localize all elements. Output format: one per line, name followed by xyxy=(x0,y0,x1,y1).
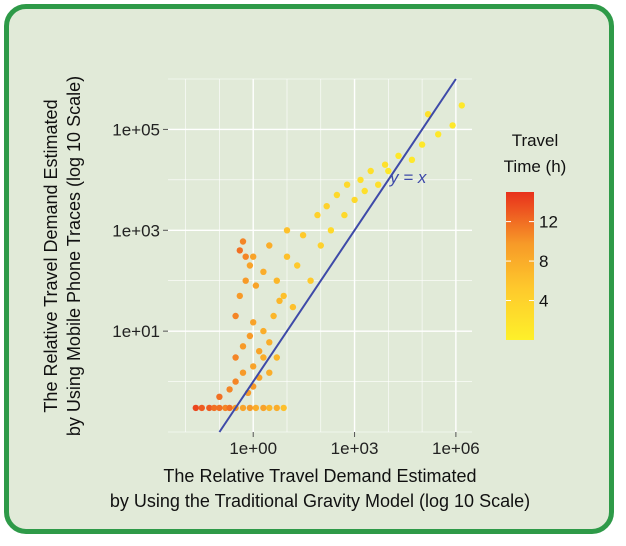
data-point xyxy=(232,378,239,385)
x-axis-title-line1: The Relative Travel Demand Estimated xyxy=(163,466,476,486)
data-point xyxy=(236,247,243,254)
data-point xyxy=(266,369,273,376)
data-point xyxy=(449,122,456,129)
legend-title-line1: Travel xyxy=(512,131,559,150)
data-point xyxy=(341,211,348,219)
data-point xyxy=(273,354,280,361)
data-point xyxy=(246,404,254,412)
y-tick-label: 1e+03 xyxy=(112,221,160,240)
legend-ticks: 4 8 12 xyxy=(506,213,558,311)
x-axis-ticks: 1e+00 1e+03 1e+06 xyxy=(229,432,480,458)
data-point xyxy=(299,232,307,239)
data-point xyxy=(260,268,267,275)
data-point xyxy=(323,203,330,210)
data-point xyxy=(458,102,465,109)
data-point xyxy=(246,332,254,340)
data-point xyxy=(216,404,223,412)
data-point xyxy=(343,181,351,188)
data-point xyxy=(260,354,267,361)
data-point xyxy=(381,161,389,168)
y-axis-title-line2: by Using Mobile Phone Traces (log 10 Sca… xyxy=(64,76,84,436)
data-point xyxy=(307,277,314,284)
legend-tick-label: 4 xyxy=(539,292,548,311)
data-point xyxy=(226,404,233,412)
data-point xyxy=(266,242,273,249)
data-point xyxy=(367,167,374,175)
data-point xyxy=(239,343,247,350)
data-point xyxy=(252,404,260,412)
data-point xyxy=(327,227,335,234)
data-point xyxy=(256,348,263,355)
color-legend: Travel Time (h) 4 8 12 xyxy=(504,131,567,340)
legend-tick-label: 12 xyxy=(539,213,558,232)
data-point xyxy=(266,404,273,412)
plot-area xyxy=(168,79,472,432)
data-point xyxy=(283,253,291,260)
data-point xyxy=(333,191,341,199)
data-point xyxy=(239,369,247,376)
data-points xyxy=(192,102,465,412)
data-point xyxy=(242,277,249,284)
data-point xyxy=(239,404,247,412)
x-tick-label: 1e+00 xyxy=(229,439,277,458)
data-point xyxy=(276,297,283,304)
data-point xyxy=(273,404,280,412)
legend-title-line2: Time (h) xyxy=(504,157,567,176)
y-tick-label: 1e+05 xyxy=(112,120,160,139)
legend-tick-label: 8 xyxy=(539,252,548,271)
y-tick-label: 1e+01 xyxy=(112,322,160,341)
data-point xyxy=(266,339,273,346)
data-point xyxy=(357,176,364,184)
data-point xyxy=(361,187,368,195)
y-axis-title-line1: The Relative Travel Demand Estimated xyxy=(41,99,61,412)
data-point xyxy=(250,253,257,260)
data-point xyxy=(206,404,213,412)
data-point xyxy=(273,277,280,284)
data-point xyxy=(283,227,291,234)
data-point xyxy=(418,141,426,148)
data-point xyxy=(395,152,402,159)
data-point xyxy=(289,303,297,311)
data-point xyxy=(232,354,239,361)
data-point xyxy=(192,404,199,412)
data-point xyxy=(351,196,358,204)
reference-line-label: y = x xyxy=(389,168,427,187)
y-axis-ticks: 1e+01 1e+03 1e+05 xyxy=(112,120,168,341)
data-point xyxy=(239,238,247,245)
data-point xyxy=(252,282,260,289)
reference-line-y-equals-x xyxy=(218,78,457,433)
data-point xyxy=(424,111,432,118)
legend-colorbar xyxy=(506,192,534,340)
data-point xyxy=(280,404,287,412)
data-point xyxy=(242,253,249,260)
data-point xyxy=(232,312,239,320)
data-point xyxy=(280,292,287,300)
x-axis-title-line2: by Using the Traditional Gravity Model (… xyxy=(110,491,530,511)
data-point xyxy=(408,156,416,163)
data-point xyxy=(375,181,382,188)
data-point xyxy=(211,404,218,412)
data-point xyxy=(198,404,205,412)
data-point xyxy=(314,211,321,219)
data-point xyxy=(435,131,442,138)
x-tick-label: 1e+06 xyxy=(432,439,480,458)
data-point xyxy=(250,363,257,370)
data-point xyxy=(226,386,233,393)
data-point xyxy=(216,393,223,400)
data-point xyxy=(236,292,243,300)
data-point xyxy=(294,262,301,269)
data-point xyxy=(250,319,257,326)
data-point xyxy=(270,312,277,320)
x-tick-label: 1e+03 xyxy=(331,439,379,458)
data-point xyxy=(317,242,324,249)
data-point xyxy=(385,167,392,175)
data-point xyxy=(260,327,267,335)
data-point xyxy=(260,404,267,412)
data-point xyxy=(246,262,254,269)
